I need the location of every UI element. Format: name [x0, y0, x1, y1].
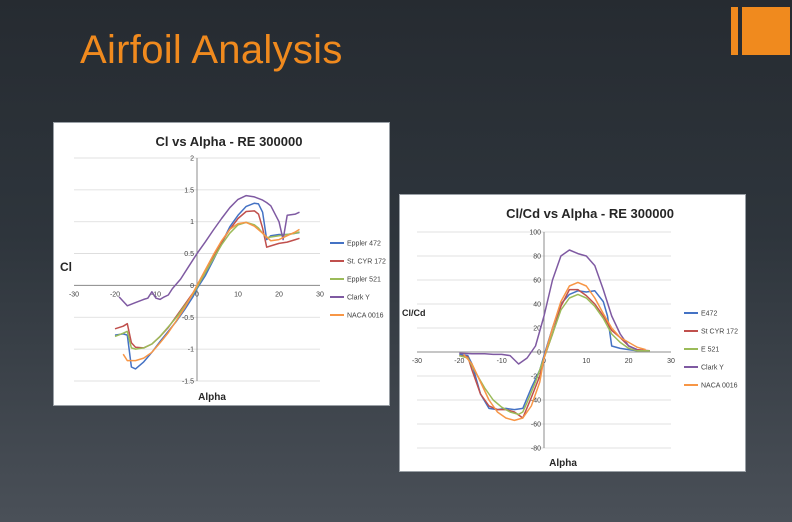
chart-title: Cl vs Alpha - RE 300000 [156, 134, 303, 149]
y-tick-label: 1.5 [184, 187, 194, 194]
x-tick-label: -20 [454, 358, 464, 365]
x-tick-label: 0 [195, 291, 199, 298]
y-tick-label: 0.5 [184, 251, 194, 258]
legend-label-0: E472 [701, 311, 717, 318]
legend-label-3: Clark Y [701, 365, 724, 372]
chart-title: Cl/Cd vs Alpha - RE 300000 [506, 206, 674, 221]
x-tick-label: 20 [275, 291, 283, 298]
x-tick-label: 10 [234, 291, 242, 298]
legend-label-1: St CYR 172 [701, 329, 738, 336]
series-line-4 [463, 281, 646, 422]
x-tick-label: 20 [625, 358, 633, 365]
y-tick-label: -1.5 [182, 379, 194, 386]
y-tick-label: 40 [533, 302, 541, 309]
y-tick-label: 0 [537, 350, 541, 357]
title-accent-bar [731, 7, 738, 55]
cl-vs-alpha-plot: -30 -20 -10 0 10 20 30 -1.5 -1 -0.5 0 0.5 1 1.5 2 Cl vs… [60, 134, 386, 403]
cl-cd-vs-alpha-plot: -30 -20 -10 0 10 20 30-80-60-40-20020406080100… [402, 206, 738, 469]
title-accent-square [742, 7, 790, 55]
x-tick-label: -30 [69, 291, 79, 298]
y-tick-label: 2 [190, 156, 194, 163]
y-axis-label: Cl/Cd [402, 308, 426, 318]
legend-label-4: NACA 0016 [347, 313, 384, 320]
x-tick-label: -10 [151, 291, 161, 298]
y-tick-label: 60 [533, 278, 541, 285]
legend-label-0: Eppler 472 [347, 241, 381, 248]
y-tick-label: -80 [531, 446, 541, 453]
series-line-3 [459, 249, 638, 365]
series-line-0 [114, 202, 300, 370]
legend-label-2: E 521 [701, 347, 719, 354]
y-tick-label: 80 [533, 254, 541, 261]
y-tick-label: -0.5 [182, 315, 194, 322]
x-tick-label: 30 [316, 291, 324, 298]
legend-label-4: NACA 0016 [701, 383, 738, 390]
y-axis-label: Cl [60, 260, 72, 274]
series-line-1 [114, 210, 300, 349]
x-tick-label: 10 [582, 358, 590, 365]
x-tick-label: -20 [110, 291, 120, 298]
legend-label-3: Clark Y [347, 295, 370, 302]
y-tick-label: 0 [190, 283, 194, 290]
y-tick-label: 20 [533, 326, 541, 333]
series-line-4 [122, 221, 300, 362]
x-axis-label: Alpha [549, 458, 577, 469]
cl-vs-alpha-chart: -30 -20 -10 0 10 20 30 -1.5 -1 -0.5 0 0.5 1 1.5 2 Cl vs… [53, 122, 390, 406]
x-tick-label: -10 [497, 358, 507, 365]
y-tick-label: -1 [188, 347, 194, 354]
series-line-3 [118, 194, 300, 307]
x-tick-label: -30 [412, 358, 422, 365]
cl-cd-vs-alpha-chart: -30 -20 -10 0 10 20 30 -80 -60 -40 -20 0 20 40 60 80 100… [399, 194, 746, 472]
slide-title: Airfoil Analysis [80, 28, 343, 72]
series-line-2 [114, 221, 300, 350]
x-axis-label: Alpha [198, 392, 226, 403]
y-tick-label: -60 [531, 422, 541, 429]
legend-label-2: Eppler 521 [347, 277, 381, 284]
series-line-2 [459, 293, 650, 416]
y-tick-label: 1 [190, 219, 194, 226]
y-tick-label: 100 [529, 230, 541, 237]
y-tick-label: -40 [531, 398, 541, 405]
x-tick-label: 30 [667, 358, 675, 365]
legend-label-1: St. CYR 172 [347, 259, 386, 266]
